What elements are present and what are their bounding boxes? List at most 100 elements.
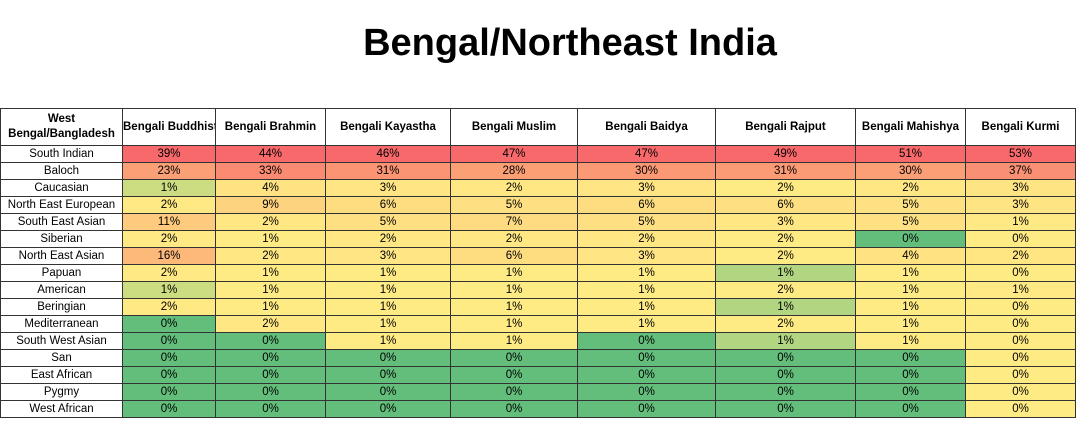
column-header: Bengali Muslim [450,108,578,146]
table-cell: 0% [325,400,451,418]
table-cell: 0% [215,366,326,384]
table-cell: 0% [215,349,326,367]
table-cell: 0% [715,383,856,401]
table-cell: 2% [450,230,578,248]
table-cell: 0% [577,332,716,350]
table-cell: 0% [122,383,216,401]
row-label: South West Asian [0,332,123,350]
table-cell: 1% [715,332,856,350]
table-cell: 1% [450,332,578,350]
table-cell: 0% [450,366,578,384]
row-label: South East Asian [0,213,123,231]
table-cell: 0% [855,230,966,248]
header-row: West Bengal/Bangladesh Bengali Buddhist Be… [0,108,1076,146]
table-cell: 3% [325,179,451,197]
table-cell: 53% [965,145,1076,163]
table-cell: 1% [325,264,451,282]
table-cell: 37% [965,162,1076,180]
table-cell: 9% [215,196,326,214]
table-cell: 0% [965,315,1076,333]
column-header: West Bengal/Bangladesh [0,108,123,146]
row-label: Baloch [0,162,123,180]
table-cell: 28% [450,162,578,180]
table-cell: 1% [215,281,326,299]
table-cell: 0% [965,332,1076,350]
table-cell: 0% [122,400,216,418]
table-cell: 0% [215,383,326,401]
table-cell: 3% [577,247,716,265]
row-label: Siberian [0,230,123,248]
table-cell: 3% [965,179,1076,197]
table-cell: 2% [577,230,716,248]
table-cell: 0% [965,383,1076,401]
table-cell: 23% [122,162,216,180]
table-cell: 47% [450,145,578,163]
table-cell: 3% [577,179,716,197]
table-cell: 2% [715,247,856,265]
table-cell: 5% [325,213,451,231]
table-row: North East Asian 16% 2% 3% 6% 3% 2% 4% 2% [0,247,1076,265]
table-cell: 0% [715,349,856,367]
table-cell: 2% [122,196,216,214]
table-cell: 2% [122,298,216,316]
table-cell: 30% [577,162,716,180]
table-cell: 0% [965,230,1076,248]
table-cell: 47% [577,145,716,163]
table-cell: 31% [715,162,856,180]
table-cell: 5% [577,213,716,231]
table-cell: 0% [122,366,216,384]
table-cell: 2% [855,179,966,197]
table-cell: 5% [855,196,966,214]
row-label: East African [0,366,123,384]
table-cell: 0% [965,264,1076,282]
row-label: West African [0,400,123,418]
table-cell: 5% [450,196,578,214]
table-cell: 4% [855,247,966,265]
column-header: Bengali Mahishya [855,108,966,146]
table-row: South West Asian 0% 0% 1% 1% 0% 1% 1% 0% [0,332,1076,350]
table-cell: 2% [715,281,856,299]
table-cell: 0% [325,383,451,401]
table-cell: 6% [325,196,451,214]
table-row: Pygmy 0% 0% 0% 0% 0% 0% 0% 0% [0,383,1076,401]
table-cell: 2% [215,247,326,265]
table-cell: 1% [325,332,451,350]
table-cell: 4% [215,179,326,197]
row-label: North East European [0,196,123,214]
row-label: Beringian [0,298,123,316]
table-cell: 1% [215,230,326,248]
table-cell: 3% [715,213,856,231]
table-cell: 0% [450,349,578,367]
table-cell: 1% [215,298,326,316]
table-cell: 16% [122,247,216,265]
table-cell: 1% [450,315,578,333]
table-cell: 51% [855,145,966,163]
row-label: San [0,349,123,367]
table-row: Baloch 23% 33% 31% 28% 30% 31% 30% 37% [0,162,1076,180]
table-cell: 0% [855,383,966,401]
table-cell: 1% [715,264,856,282]
column-header: Bengali Baidya [577,108,716,146]
column-header: Bengali Buddhist [122,108,216,146]
table-cell: 3% [325,247,451,265]
table-cell: 0% [715,400,856,418]
table-row: South East Asian 11% 2% 5% 7% 5% 3% 5% 1% [0,213,1076,231]
table-cell: 1% [965,213,1076,231]
row-label: Papuan [0,264,123,282]
table-cell: 0% [965,349,1076,367]
table-cell: 0% [450,400,578,418]
table-cell: 11% [122,213,216,231]
table-cell: 1% [577,281,716,299]
page-title: Bengal/Northeast India [363,22,777,64]
table-cell: 0% [215,400,326,418]
table-cell: 0% [855,349,966,367]
table-cell: 2% [715,315,856,333]
table-cell: 31% [325,162,451,180]
table-cell: 0% [215,332,326,350]
row-label: South Indian [0,145,123,163]
table-cell: 0% [122,315,216,333]
data-table: West Bengal/Bangladesh Bengali Buddhist Be… [0,108,1076,418]
table-cell: 1% [577,264,716,282]
column-header: Bengali Brahmin [215,108,326,146]
